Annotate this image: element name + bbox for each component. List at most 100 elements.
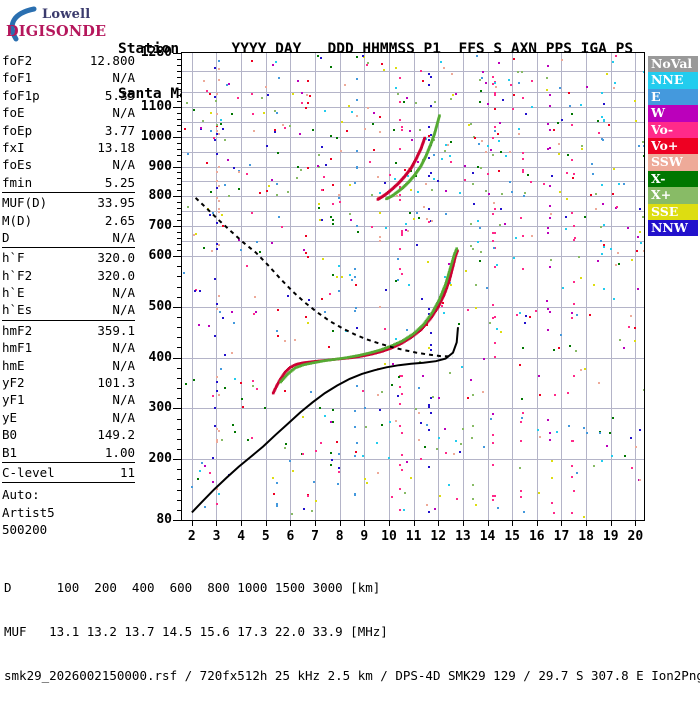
noise-pixel (548, 104, 551, 107)
noise-pixel (388, 174, 391, 177)
param-value: 13.18 (97, 139, 135, 155)
echo-point (453, 259, 456, 262)
echo-point (296, 362, 300, 366)
noise-pixel (216, 502, 219, 505)
y-tick-minor (177, 178, 182, 180)
noise-pixel (226, 159, 229, 162)
legend-item-x[interactable]: X- (648, 170, 698, 188)
legend-item-noval[interactable]: NoVal (648, 56, 698, 73)
legend-item-ssw[interactable]: SSW (648, 154, 698, 171)
y-tick-minor (177, 428, 182, 430)
noise-pixel (337, 453, 340, 456)
noise-pixel (337, 467, 340, 470)
noise-pixel (482, 71, 485, 74)
noise-pixel (406, 229, 409, 232)
noise-pixel (557, 153, 560, 156)
noise-pixel (450, 72, 453, 75)
noise-pixel (466, 397, 469, 400)
noise-pixel (580, 277, 583, 280)
legend-item-nnw[interactable]: NNW (648, 219, 698, 237)
noise-pixel (494, 130, 497, 133)
noise-pixel (472, 248, 475, 251)
noise-pixel (449, 155, 452, 158)
noise-pixel (635, 446, 638, 449)
noise-pixel (307, 79, 310, 82)
noise-pixel (223, 139, 226, 142)
y-tick-major (173, 408, 182, 410)
noise-pixel (209, 130, 212, 133)
ionogram-plot-area[interactable] (181, 52, 645, 521)
noise-pixel (438, 494, 441, 497)
noise-pixel (320, 298, 323, 301)
param-value: N/A (112, 157, 135, 173)
gridline-vertical (388, 53, 390, 520)
noise-pixel (251, 211, 254, 214)
legend-item-nne[interactable]: NNE (648, 72, 698, 89)
noise-pixel (579, 369, 582, 372)
noise-pixel (308, 299, 311, 302)
noise-pixel (332, 218, 335, 221)
noise-pixel (183, 127, 186, 130)
noise-pixel (571, 511, 574, 514)
legend-item-e[interactable]: E (648, 88, 698, 106)
echo-point (301, 363, 304, 367)
echo-point (449, 272, 453, 276)
y-tick-minor (177, 266, 182, 268)
noise-pixel (223, 183, 226, 186)
noise-pixel (567, 392, 570, 395)
param-row: foE N/A (2, 104, 135, 121)
noise-pixel (525, 112, 528, 115)
legend-item-vo[interactable]: Vo- (648, 121, 698, 138)
noise-pixel (402, 100, 405, 103)
noise-pixel (348, 183, 351, 186)
y-tick-major (173, 53, 182, 54)
noise-pixel (491, 212, 494, 215)
noise-pixel (331, 183, 334, 186)
noise-pixel (488, 193, 491, 195)
noise-pixel (491, 153, 494, 156)
noise-pixel (521, 346, 524, 349)
echo-point (454, 250, 457, 253)
x-tick-label: 18 (578, 529, 594, 544)
legend-item-vo[interactable]: Vo+ (648, 137, 698, 155)
noise-pixel (602, 224, 605, 227)
noise-pixel (428, 511, 431, 514)
echo-point (444, 289, 448, 292)
noise-pixel (237, 188, 240, 191)
x-tick-label: 8 (335, 529, 344, 544)
param-row: B1 1.00 (2, 444, 135, 461)
legend-item-w[interactable]: W (648, 105, 698, 122)
noise-pixel (591, 173, 594, 176)
noise-pixel (419, 70, 422, 73)
noise-pixel (504, 222, 507, 225)
doppler-legend[interactable]: NoVal NNE E W Vo- Vo+ SSW X- X+ SSE NNW (648, 56, 698, 237)
noise-pixel (551, 501, 554, 504)
legend-item-sse[interactable]: SSE (648, 203, 698, 220)
noise-pixel (548, 266, 551, 269)
noise-pixel (354, 283, 357, 286)
noise-pixel (624, 454, 627, 457)
echo-point (332, 358, 335, 361)
noise-pixel (499, 121, 502, 124)
noise-pixel (412, 217, 415, 220)
echo-point (452, 253, 456, 257)
y-tick-label: 1000 (140, 128, 172, 144)
echo-point (386, 345, 390, 349)
noise-pixel (614, 263, 617, 266)
noise-pixel (642, 216, 644, 219)
noise-pixel (287, 190, 290, 193)
noise-pixel (295, 176, 298, 179)
noise-pixel (211, 249, 214, 252)
param-row: hmE N/A (2, 357, 135, 374)
noise-pixel (617, 182, 620, 185)
echo-point (406, 336, 409, 339)
param-divider-3 (2, 319, 135, 321)
noise-pixel (214, 277, 217, 280)
noise-pixel (615, 54, 618, 57)
noise-pixel (629, 437, 632, 440)
legend-item-x[interactable]: X+ (648, 187, 698, 204)
noise-pixel (557, 143, 560, 146)
noise-pixel (320, 442, 323, 445)
noise-pixel (643, 155, 644, 158)
noise-pixel (322, 189, 325, 192)
